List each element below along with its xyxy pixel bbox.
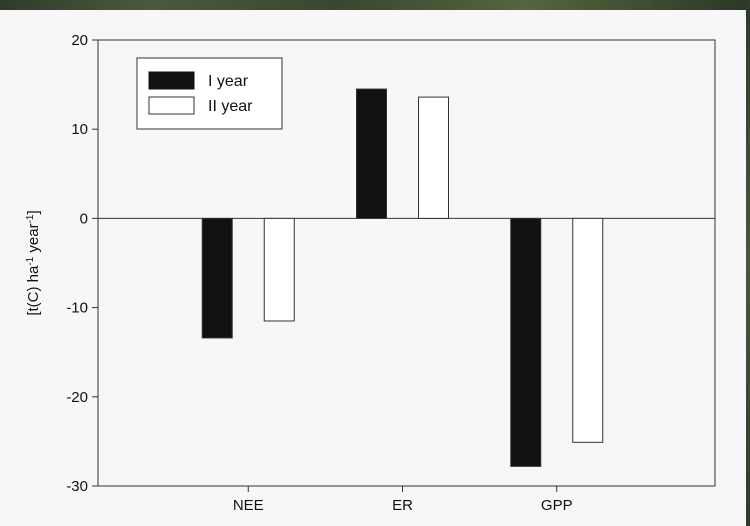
bar-gpp-series-1: [510, 217, 542, 467]
x-tick-label: GPP: [541, 497, 573, 514]
legend-label-i-year: I year: [208, 73, 249, 90]
bar-er-series-2: [418, 96, 449, 219]
y-tick-label: -20: [66, 389, 88, 406]
y-tick-label: 0: [80, 210, 88, 227]
legend-box: [136, 57, 283, 130]
y-tick-label: 20: [71, 32, 88, 49]
x-tick-label: NEE: [233, 497, 264, 514]
bar-gpp-series-2: [572, 217, 604, 443]
legend-label-ii-year: II year: [208, 98, 253, 115]
y-tick-label: -30: [66, 478, 88, 495]
plot-area: [97, 39, 716, 487]
x-tick-label: ER: [392, 497, 413, 514]
y-tick-label: -10: [66, 300, 88, 317]
y-axis-ticks: 20 10 0 -10 -20 -30: [66, 32, 98, 495]
legend-swatch-i-year: [148, 71, 195, 90]
y-tick-label: 10: [71, 121, 88, 138]
bar-nee-series-2: [263, 217, 295, 322]
bar-nee-series-1: [201, 217, 233, 339]
legend-swatch-ii-year: [148, 96, 195, 115]
legend: I year II year: [136, 57, 283, 130]
background-edge: [746, 0, 750, 526]
bars: [201, 88, 604, 467]
bar-er-series-1: [356, 88, 387, 219]
y-axis-label: [t(C) ha-1 year-1]: [25, 210, 43, 315]
background-strip: [0, 0, 750, 10]
x-axis-ticks: NEE ER GPP: [233, 486, 573, 514]
